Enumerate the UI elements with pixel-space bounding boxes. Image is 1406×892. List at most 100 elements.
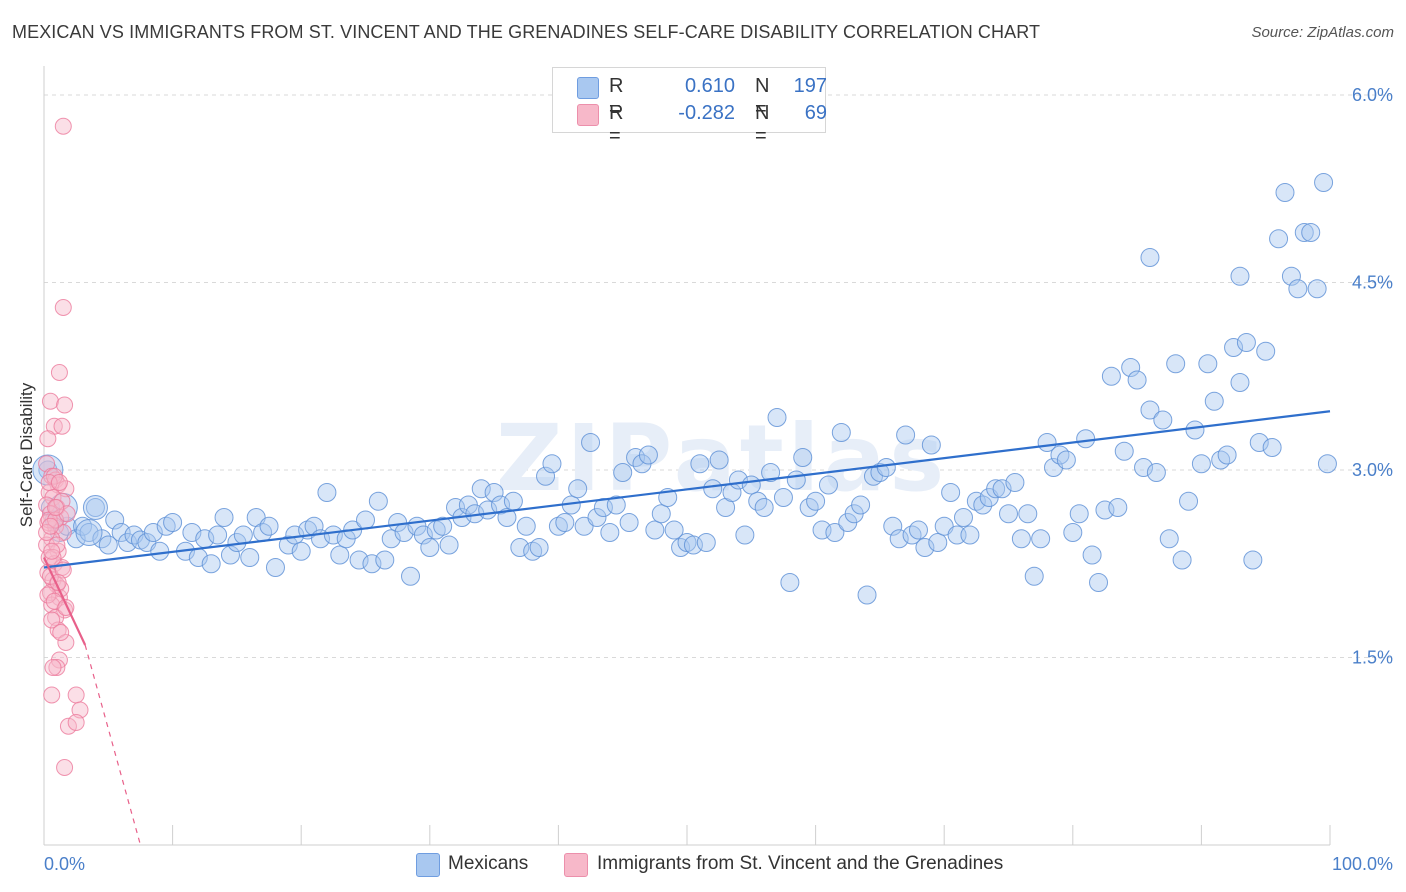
legend-swatch-pink xyxy=(577,104,599,126)
data-point-mexicans xyxy=(330,545,350,565)
y-tick-label: 6.0% xyxy=(1352,85,1393,105)
data-point-mexicans xyxy=(1185,420,1205,440)
data-point-mexicans xyxy=(690,454,710,474)
data-point-mexicans xyxy=(1024,566,1044,586)
data-point-mexicans xyxy=(915,538,935,557)
data-point-mexicans xyxy=(1172,550,1192,570)
data-point-mexicans xyxy=(323,525,343,545)
legend-n-key: N = xyxy=(755,102,770,147)
data-point-mexicans xyxy=(1256,341,1276,361)
data-point-mexicans xyxy=(156,516,176,536)
data-point-immigrants xyxy=(54,117,72,135)
data-point-mexicans xyxy=(780,573,800,592)
data-point-mexicans xyxy=(375,550,395,570)
x-tick-label: 0.0% xyxy=(44,854,85,874)
data-point-immigrants xyxy=(50,474,68,491)
data-point-mexicans xyxy=(1275,183,1295,202)
data-point-mexicans xyxy=(1101,366,1121,386)
legend-swatch-blue xyxy=(577,77,599,99)
data-point-mexicans xyxy=(1224,338,1244,357)
data-point-immigrants xyxy=(48,659,66,676)
y-tick-labels: 1.5% 3.0% 4.5% 6.0% xyxy=(1352,85,1393,668)
data-point-mexicans xyxy=(1317,454,1337,474)
data-point-mexicans xyxy=(491,495,511,515)
data-point-immigrants xyxy=(52,624,70,641)
data-point-mexicans xyxy=(1108,498,1128,517)
bottom-legend-swatch-pink xyxy=(564,853,588,877)
data-point-mexicans xyxy=(214,508,234,527)
data-point-mexicans xyxy=(484,483,504,502)
data-point-mexicans xyxy=(1069,504,1089,524)
bottom-legend-label: Mexicans xyxy=(448,853,529,874)
data-point-mexicans xyxy=(401,566,421,586)
data-point-mexicans xyxy=(999,504,1018,524)
data-point-mexicans xyxy=(1056,450,1076,470)
data-point-mexicans xyxy=(986,479,1006,499)
data-point-mexicans xyxy=(420,538,440,557)
data-point-mexicans xyxy=(1301,223,1321,242)
data-point-mexicans xyxy=(741,475,761,495)
data-point-mexicans xyxy=(664,520,684,540)
data-point-mexicans xyxy=(317,483,337,502)
data-point-mexicans xyxy=(1307,279,1327,299)
data-point-mexicans xyxy=(876,458,896,477)
data-point-mexicans xyxy=(883,516,903,536)
data-point-mexicans xyxy=(1243,550,1263,570)
data-point-immigrants xyxy=(53,417,71,435)
data-point-mexicans xyxy=(966,491,986,511)
regression-line-mexicans xyxy=(43,410,1331,569)
data-point-mexicans xyxy=(1127,370,1147,390)
data-point-mexicans xyxy=(240,548,260,567)
data-point-mexicans xyxy=(1153,410,1173,430)
data-point-mexicans xyxy=(1314,173,1334,192)
data-point-mexicans xyxy=(523,541,543,561)
data-point-mexicans xyxy=(568,479,588,499)
data-point-mexicans xyxy=(928,533,948,552)
data-point-immigrants xyxy=(53,492,71,510)
data-point-mexicans xyxy=(709,450,729,470)
data-point-mexicans xyxy=(208,525,228,545)
data-point-immigrants xyxy=(56,759,74,776)
data-point-immigrants xyxy=(57,480,75,498)
data-point-mexicans xyxy=(510,538,530,557)
data-point-mexicans xyxy=(1236,333,1256,352)
data-point-mexicans xyxy=(600,523,620,542)
data-point-immigrants xyxy=(41,517,59,535)
data-point-mexicans xyxy=(638,445,658,465)
data-point-mexicans xyxy=(439,535,459,555)
data-point-mexicans xyxy=(1166,354,1186,374)
legend-n-value: 69 xyxy=(804,102,827,124)
data-point-mexicans xyxy=(1198,354,1218,374)
data-point-mexicans xyxy=(1005,473,1025,492)
data-point-mexicans xyxy=(1179,491,1199,511)
data-point-immigrants xyxy=(59,717,77,735)
data-point-immigrants xyxy=(38,455,56,473)
legend-n-value: 197 xyxy=(793,75,827,97)
data-point-mexicans xyxy=(1294,223,1314,242)
legend-r-key: R = xyxy=(609,75,624,120)
data-point-mexicans xyxy=(265,558,285,577)
data-point-immigrants xyxy=(43,686,61,704)
data-point-mexicans xyxy=(1011,529,1031,549)
data-point-mexicans xyxy=(349,550,369,570)
stats-legend: R = 0.610 N = 197 R = -0.282 N = 69 xyxy=(552,67,827,147)
data-point-mexicans xyxy=(818,475,838,495)
data-point-mexicans xyxy=(163,513,183,532)
data-point-mexicans xyxy=(754,498,774,517)
data-point-mexicans xyxy=(619,513,639,532)
data-point-mexicans xyxy=(870,463,890,482)
data-point-mexicans xyxy=(368,491,388,511)
data-point-mexicans xyxy=(960,525,980,545)
data-point-mexicans xyxy=(1114,441,1134,461)
data-point-mexicans xyxy=(105,510,125,530)
data-point-mexicans xyxy=(806,491,826,511)
data-point-mexicans xyxy=(1140,248,1160,267)
source-note: Source: ZipAtlas.com xyxy=(1251,24,1394,41)
data-point-mexicans xyxy=(1146,463,1166,482)
data-point-mexicans xyxy=(1249,433,1269,452)
data-point-mexicans xyxy=(542,454,562,474)
data-point-mexicans xyxy=(857,585,877,605)
data-point-mexicans xyxy=(851,495,871,515)
data-point-mexicans xyxy=(1211,450,1231,470)
data-point-immigrants xyxy=(67,686,85,704)
